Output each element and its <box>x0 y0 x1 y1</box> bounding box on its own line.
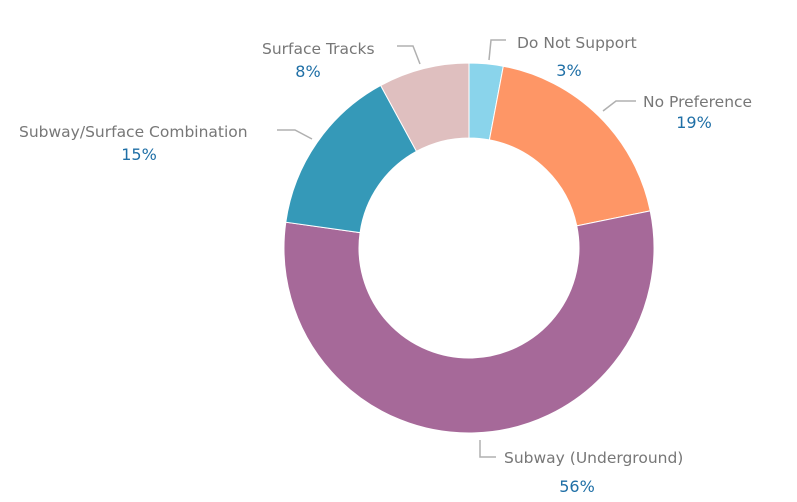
slice-subway-underground[interactable] <box>283 210 655 434</box>
leader-line-no-preference <box>602 100 636 112</box>
pct-do-not-support: 3% <box>556 61 581 80</box>
label-no-preference: No Preference <box>643 93 752 111</box>
pct-subway: 56% <box>559 477 595 496</box>
leader-line-surface <box>397 45 421 65</box>
label-do-not-support: Do Not Support <box>517 34 637 52</box>
leader-line-do-not-support <box>488 39 506 61</box>
slice-no-preference[interactable] <box>488 65 651 227</box>
slice-surface-tracks[interactable] <box>380 62 470 153</box>
donut-slices <box>283 62 655 434</box>
leader-line-subway <box>479 440 496 458</box>
label-combo: Subway/Surface Combination <box>19 123 248 141</box>
label-surface: Surface Tracks <box>262 40 375 58</box>
leader-line-combo <box>277 129 313 140</box>
pct-surface: 8% <box>295 62 320 81</box>
pct-no-preference: 19% <box>676 113 712 132</box>
label-subway: Subway (Underground) <box>504 449 683 467</box>
pct-combo: 15% <box>121 145 157 164</box>
